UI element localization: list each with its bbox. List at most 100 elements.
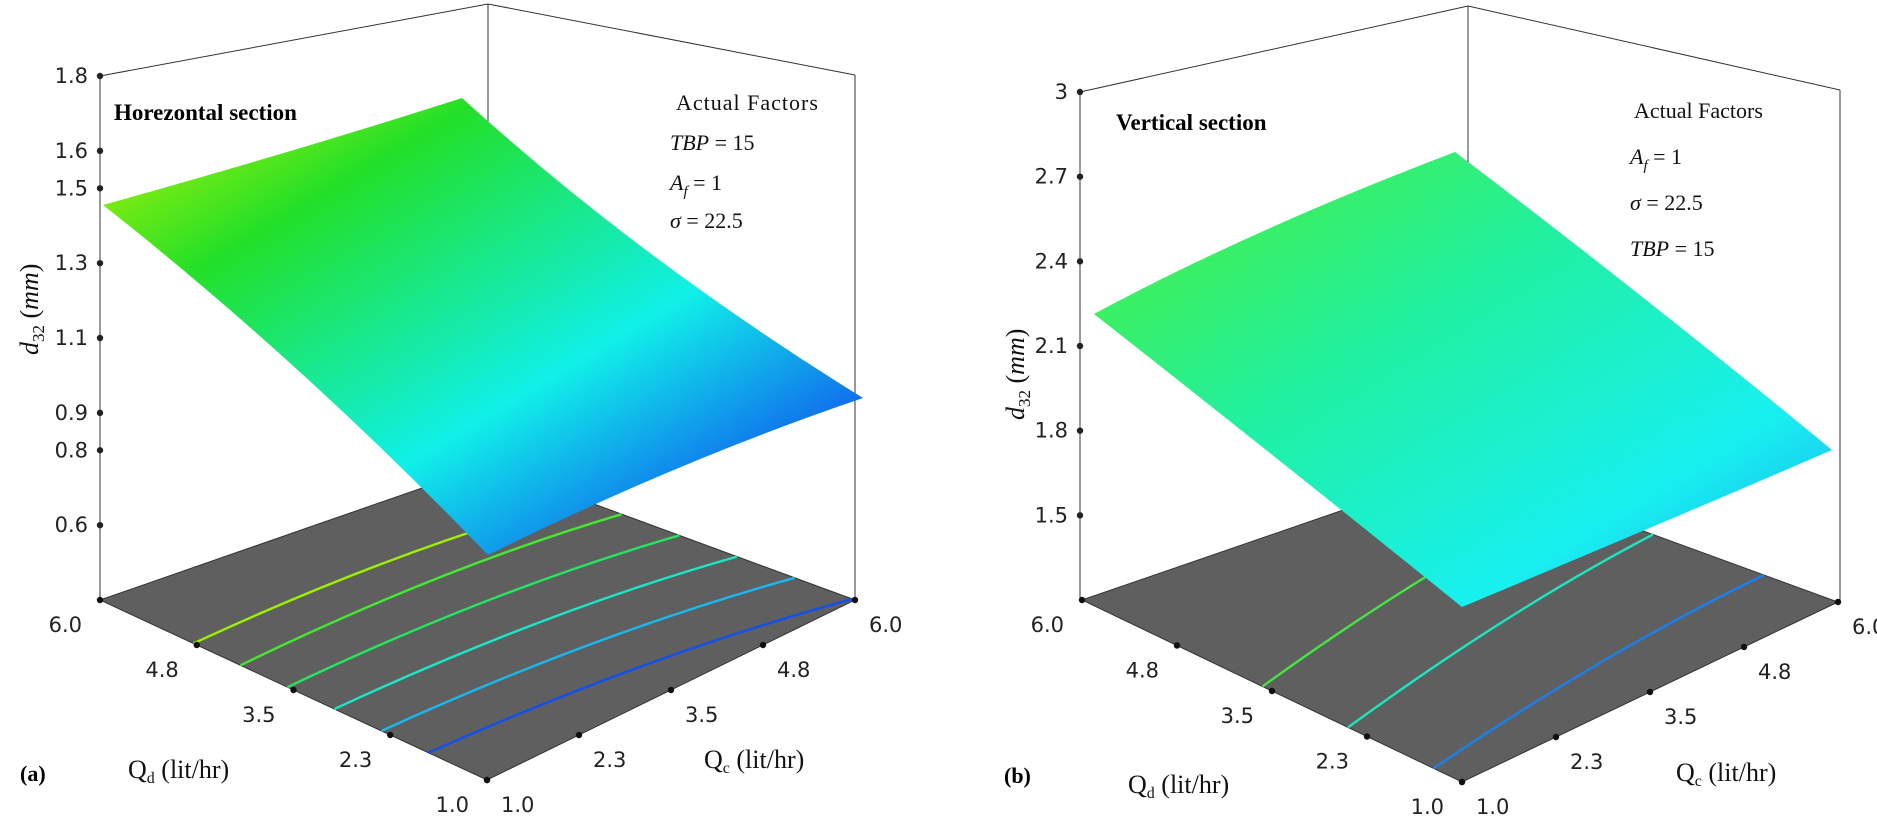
chart-title: Horezontal section [114,100,297,125]
z-tick-label: 1.3 [55,251,88,275]
z-tick-label: 1.8 [55,64,88,88]
z-tick-label: 0.8 [55,438,88,462]
x-tick-mark [1363,733,1371,740]
y-tick-mark [483,776,491,784]
z-tick-mark [96,185,104,192]
y-tick-mark [1834,598,1842,606]
z-tick-label: 0.9 [55,401,88,425]
y-tick-label: 3.5 [1664,705,1697,729]
z-axis-ticks: 1.8 1.6 1.5 1.3 1.1 0.9 0.8 0.6 [55,64,104,537]
y-tick-mark [667,686,675,694]
z-tick-mark [96,147,104,155]
factors-title: Actual Factors [1634,98,1763,123]
chart-title: Vertical section [1116,110,1267,135]
x-axis-label: Qd (lit/hr) [128,755,229,787]
contour-line [1432,573,1765,770]
z-tick-mark [1076,512,1084,519]
y-tick-mark [1458,778,1466,786]
y-tick-mark [1552,733,1560,741]
x-axis-ticks: 6.0 4.8 3.5 2.3 1.0 [1031,596,1466,818]
contour-line [380,576,796,732]
y-tick-mark [851,596,859,604]
x-tick-mark [193,641,200,649]
y-tick-label: 4.8 [1758,660,1791,684]
y-tick-label: 6.0 [869,613,902,637]
x-tick-label: 3.5 [242,703,275,727]
z-tick-label: 2.1 [1035,334,1068,358]
z-tick-mark [1076,88,1084,96]
y-axis-label: Qc (lit/hr) [704,745,804,777]
x-tick-label: 2.3 [339,748,372,772]
y-tick-label: 1.0 [501,793,534,817]
panel-label: (b) [1004,763,1031,788]
x-tick-label: 6.0 [49,613,82,637]
x-tick-label: 2.3 [1316,750,1349,774]
y-tick-label: 2.3 [593,748,626,772]
panel-label: (a) [20,761,46,786]
x-axis-ticks: 6.0 4.8 3.5 2.3 1.0 [49,596,491,817]
z-tick-mark [96,259,104,267]
contour-line [1347,533,1654,729]
z-tick-mark [1076,342,1084,350]
z-tick-label: 1.1 [55,326,88,350]
z-tick-mark [96,521,104,529]
y-tick-label: 3.5 [685,703,718,727]
z-tick-label: 1.8 [1035,419,1068,443]
z-tick-mark [1076,427,1084,434]
z-tick-label: 3 [1055,80,1068,104]
response-surface [103,98,863,555]
y-tick-label: 6.0 [1852,615,1877,639]
panel-a: 1.8 1.6 1.5 1.3 1.1 0.9 0.8 0.6 6.0 4.8 3.5 2.3 1.0… [15,3,902,817]
x-tick-label: 1.0 [436,793,469,817]
back-wall-edge [99,3,489,77]
z-tick-mark [96,334,104,342]
y-tick-mark [1646,688,1654,696]
z-tick-label: 0.6 [55,513,88,537]
x-tick-label: 3.5 [1221,704,1254,728]
z-tick-label: 1.5 [55,176,88,200]
back-wall-edge [1467,5,1841,91]
x-tick-mark [1078,596,1086,604]
y-tick-mark [1740,643,1748,651]
y-axis-label: Qc (lit/hr) [1676,758,1776,790]
contour-line [333,555,738,711]
z-tick-mark [1076,173,1084,180]
y-tick-label: 2.3 [1570,750,1603,774]
z-axis-label: d32 (mm) [15,264,48,355]
factor-sigma: σ = 22.5 [1630,190,1703,215]
contour-line [427,597,853,754]
z-tick-label: 2.4 [1035,249,1068,273]
y-tick-mark [759,641,767,649]
back-wall-edge [487,3,856,76]
x-tick-mark [96,596,104,604]
z-axis-label: d32 (mm) [1001,329,1034,420]
z-tick-mark [1076,258,1084,265]
x-tick-label: 1.0 [1411,795,1444,818]
contour-lines [192,497,853,754]
factor-tbp: TBP = 15 [1630,236,1715,261]
z-tick-mark [96,409,104,417]
factor-sigma: σ = 22.5 [670,208,743,233]
panel-b: 3 2.7 2.4 2.1 1.8 1.5 6.0 4.8 3.5 2.3 1.0 1.0 2.3 3… [1001,5,1877,818]
y-axis-ticks: 1.0 2.3 3.5 4.8 6.0 [483,596,902,817]
contour-line [286,534,680,689]
contour-line [239,513,623,667]
factor-af: Af = 1 [668,170,722,200]
y-axis-ticks: 1.0 2.3 3.5 4.8 6.0 [1458,598,1877,818]
x-tick-label: 4.8 [145,658,178,682]
z-tick-label: 1.5 [1035,503,1068,527]
x-axis-label: Qd (lit/hr) [1128,770,1229,802]
factor-tbp: TBP = 15 [670,130,755,155]
response-surface [1094,152,1832,607]
back-wall-edge [1079,5,1469,93]
x-tick-mark [290,686,297,694]
z-axis-ticks: 3 2.7 2.4 2.1 1.8 1.5 [1035,80,1084,527]
x-tick-label: 6.0 [1031,613,1064,637]
z-tick-label: 1.6 [55,139,88,163]
x-tick-mark [1268,687,1276,695]
z-tick-mark [96,447,104,454]
x-tick-mark [387,731,394,739]
y-tick-mark [575,731,583,739]
factors-title: Actual Factors [676,90,819,115]
